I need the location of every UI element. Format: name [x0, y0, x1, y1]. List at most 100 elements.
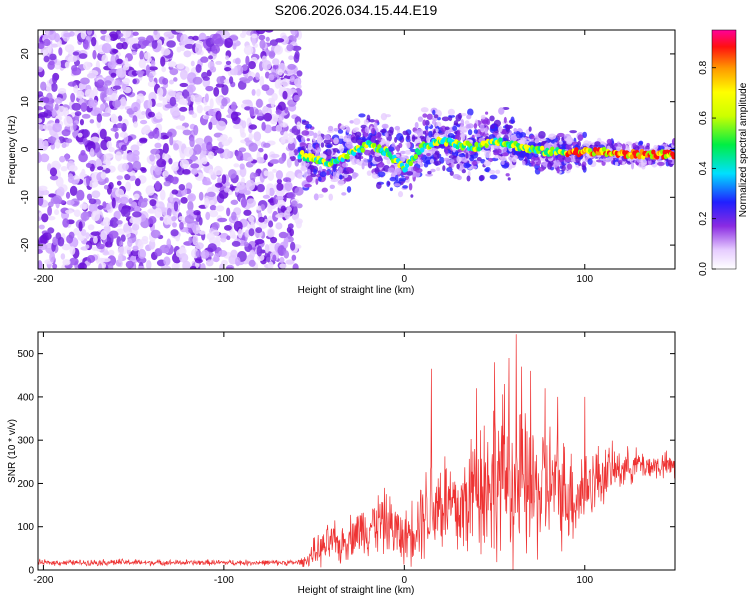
spectrogram-cell [548, 133, 557, 140]
spectrogram-cell [606, 138, 612, 145]
spectrogram-cell [351, 136, 359, 144]
spectrogram-cell [49, 167, 58, 177]
spectrogram-cell [116, 175, 124, 180]
spectrogram-cell [296, 70, 303, 77]
spectrogram-cell [38, 185, 48, 191]
spectrogram-cell [193, 209, 201, 216]
spectrogram-cell [122, 83, 127, 91]
spectrogram-cell [80, 102, 88, 113]
spectrogram-cell [374, 167, 380, 175]
spectrogram-cell [440, 125, 447, 132]
spectrogram-cell [246, 198, 256, 208]
spectrogram-cell [577, 134, 584, 142]
spectrogram-cell [306, 168, 311, 175]
spectrogram-cell [242, 64, 248, 71]
spectrogram-cell [117, 253, 123, 263]
spectrogram-cell [467, 129, 473, 136]
snr-panel: -200 -100 0 100 0 100 200 300 400 500 Height of s… [7, 331, 676, 596]
spectrogram-cell [58, 47, 63, 56]
spectrogram-cell [502, 131, 509, 135]
x-tick-label: 100 [576, 575, 593, 586]
spectrogram-cell [539, 145, 545, 151]
spectrogram-cell [162, 77, 169, 85]
spectrogram-cell [47, 43, 52, 54]
spectrogram-cell [286, 158, 292, 168]
spectrogram-cell [425, 173, 433, 177]
spectrogram-cell [501, 160, 505, 166]
spectrogram-cell [106, 87, 113, 96]
spectrogram-cell [226, 266, 233, 269]
spectrogram-cell [394, 125, 401, 131]
spectrogram-cell [157, 87, 164, 98]
spectrogram-cell [124, 57, 129, 67]
spectrogram-cell [243, 209, 252, 216]
spectrogram-cell [209, 204, 217, 211]
spectrogram-cell [87, 224, 95, 231]
spectrogram-cell [277, 68, 283, 76]
spectrogram-cell [301, 120, 310, 126]
spectrogram-cell [54, 97, 63, 104]
spectrogram-cell [446, 167, 453, 173]
spectrogram-cell [91, 190, 101, 199]
spectrogram-cell [168, 90, 177, 97]
spectrogram-image [38, 30, 675, 269]
spectrogram-cell [272, 254, 277, 262]
spectrogram-cell [525, 151, 533, 160]
spectrogram-cell [87, 141, 96, 152]
spectrogram-ylabel: Frequency (Hz) [7, 116, 18, 185]
spectrogram-cell [153, 30, 158, 36]
spectrogram-cell [313, 132, 318, 139]
spectrogram-cell [80, 229, 87, 237]
spectrogram-cell [205, 211, 211, 221]
spectrogram-cell [291, 254, 297, 261]
spectrogram-cell [658, 145, 665, 151]
spectrogram-cell [233, 65, 238, 76]
spectrogram-cell [274, 45, 283, 55]
spectrogram-cell [54, 209, 60, 216]
spectrogram-cell [427, 170, 432, 175]
spectrogram-cell [294, 186, 304, 196]
spectrogram-cell [249, 249, 255, 259]
spectrogram-cell [102, 217, 111, 227]
spectrogram-cell [167, 61, 177, 68]
spectrogram-cell [139, 50, 145, 61]
spectrogram-cell [65, 138, 73, 144]
spectrogram-cell [193, 94, 203, 103]
spectrogram-cell [419, 135, 425, 139]
spectrogram-cell [115, 151, 123, 162]
spectrogram-cell [460, 119, 465, 127]
spectrogram-cell [145, 64, 151, 75]
spectrogram-cell [255, 30, 266, 35]
spectrogram-cell [284, 181, 293, 192]
spectrogram-cell [221, 30, 231, 39]
x-tick-label: 0 [402, 575, 408, 586]
spectrogram-cell [195, 242, 204, 250]
spectrogram-cell [473, 129, 478, 134]
spectrogram-cell [147, 80, 157, 88]
spectrogram-cell [369, 119, 375, 123]
spectrogram-cell [135, 215, 142, 225]
spectrogram-cell [205, 259, 214, 267]
spectrogram-cell [419, 147, 425, 153]
spectrogram-cell [280, 35, 289, 45]
spectrogram-cell [85, 175, 91, 187]
spectrogram-cell [124, 173, 131, 181]
spectrogram-cell [121, 41, 128, 50]
spectrogram-cell [271, 93, 278, 101]
spectrogram-cell [259, 75, 265, 87]
spectrogram-cell [510, 116, 515, 124]
spectrogram-cell [601, 146, 607, 152]
spectrogram-cell [479, 174, 485, 181]
spectrogram-cell [269, 159, 280, 164]
spectrogram-cell [195, 63, 202, 73]
spectrogram-cell [38, 224, 45, 230]
spectrogram-cell [206, 191, 216, 198]
spectrogram-cell [91, 36, 97, 47]
spectrogram-cell [120, 96, 127, 107]
spectrogram-cell [448, 154, 457, 159]
spectrogram-cell [434, 150, 440, 156]
spectrogram-cell [499, 155, 507, 162]
spectrogram-cell [215, 205, 225, 212]
spectrogram-cell [132, 78, 137, 85]
spectrogram-cell [69, 185, 78, 196]
